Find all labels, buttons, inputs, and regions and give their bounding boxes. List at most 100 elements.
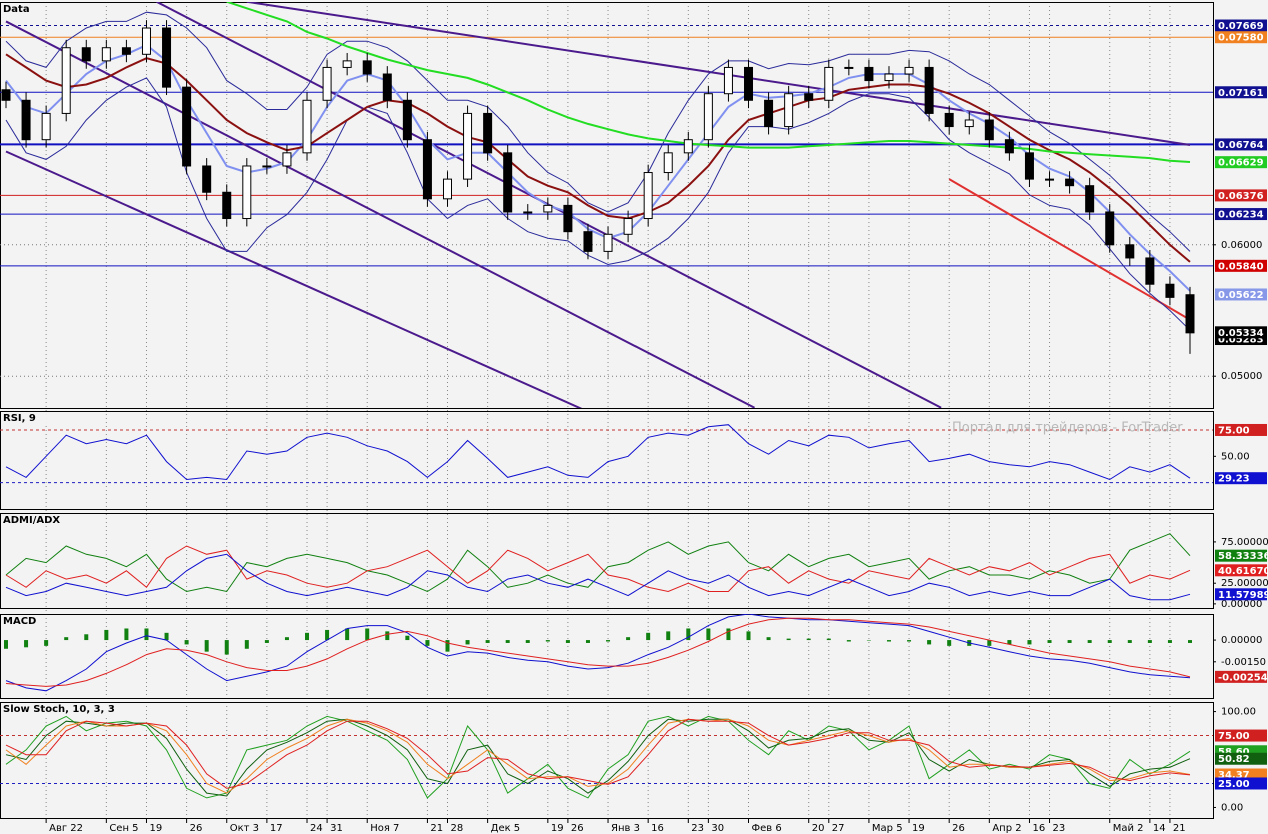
candle-body [984,119,994,141]
candle-body [121,47,131,55]
histogram-bar [886,640,891,642]
indicator-line [5,614,1191,692]
histogram-bar [325,629,330,641]
candle-body [904,66,914,75]
x-tick-label: 26 [952,823,965,834]
histogram-bar [104,629,109,641]
y-tick-label: 25.00000 [1221,578,1268,589]
trend-line [5,150,583,408]
x-tick-label: 26 [571,823,584,834]
price-box-label: 0.05622 [1218,290,1264,301]
histogram-bar [706,628,711,641]
x-tick-label: 24 [310,823,323,834]
histogram-bar [124,628,129,641]
candle-body [1065,178,1075,187]
x-tick-label: Дек 5 [491,823,521,834]
histogram-bar [1087,640,1092,643]
price-box [1215,729,1267,742]
x-tick-label: Ноя 7 [370,823,399,834]
panel-frame [0,513,1214,609]
panel-frame [0,2,1214,409]
histogram-bar [766,637,771,641]
panel-title-bg [1,412,47,424]
candle-body [1004,139,1014,154]
price-box-label: 40.61670 [1218,566,1268,577]
x-tick-label: Сен 5 [109,823,138,834]
histogram-bar [866,640,871,641]
histogram-bar [545,640,550,642]
panel-title-bg [1,3,35,15]
histogram-bar [585,640,590,643]
candle-body [262,165,272,168]
price-box [1215,208,1267,221]
candle-body [583,231,593,252]
price-box [1215,326,1267,339]
panel-title-bg [1,703,135,715]
candle-body [1024,152,1034,180]
indicator-line [5,553,1191,601]
indicator-line [5,11,1191,252]
price-box-label: 29.23 [1218,474,1250,485]
panel [0,424,1213,484]
histogram-bar [626,637,631,641]
histogram-bar [1127,640,1132,643]
histogram-bar [284,637,289,641]
indicator-line [5,533,1191,593]
candle-body [764,99,774,128]
x-tick-label: 14 [1153,823,1166,834]
x-tick-label: 21 [1173,823,1186,834]
x-tick-label: Май 2 [1113,823,1144,834]
price-box [1215,189,1267,202]
candle-body [844,66,854,69]
indicator-line [5,424,1191,481]
trend-line [948,178,1191,321]
price-box-label: 0.06234 [1218,210,1264,221]
candle-body [302,99,312,154]
panel [0,715,1213,799]
panel-frame [0,614,1214,699]
candle-body [563,204,573,233]
candle-body [603,233,613,252]
histogram-bar [24,640,29,648]
histogram-bar [565,640,570,643]
price-box-label: 75.00 [1218,425,1250,436]
indicator-line [5,53,1191,263]
histogram-bar [485,640,490,643]
price-box [1215,752,1267,765]
candle-body [1165,283,1175,298]
y-tick-label: 100.00 [1221,707,1256,718]
histogram-bar [1188,640,1192,643]
price-box [1215,777,1267,790]
indicator-line [5,77,1191,331]
histogram-bar [44,640,49,646]
x-tick-label: 28 [450,823,463,834]
candle-body [81,47,91,62]
candle-body [322,66,332,101]
histogram-bar [907,640,912,642]
x-tick-label: 26 [190,823,203,834]
trend-line [246,2,1191,146]
candle-body [1045,178,1055,181]
panel [4,614,1192,692]
price-box-label: 34.37 [1218,770,1250,781]
candle-body [483,112,493,154]
x-tick-label: Янв 3 [611,823,640,834]
candle-body [784,93,794,128]
candle-body [442,178,452,200]
candle-body [1145,257,1155,285]
candle-body [1085,185,1095,213]
price-box [1215,31,1267,44]
candle-body [41,112,51,141]
panel-title: Slow Stoch, 10, 3, 3 [3,704,115,715]
price-box-label: 25.00 [1218,779,1250,790]
x-tick-label: 19 [149,823,162,834]
panel-title: Data [3,4,30,15]
price-box [1215,588,1267,601]
price-box-label: 0.07580 [1218,33,1264,44]
candle-body [242,165,252,220]
indicator-line [5,545,1191,593]
price-box-label: 58.33336 [1218,551,1268,562]
candle-body [21,99,31,141]
y-tick-label: 0.00000 [1221,599,1262,610]
histogram-bar [1147,640,1152,643]
